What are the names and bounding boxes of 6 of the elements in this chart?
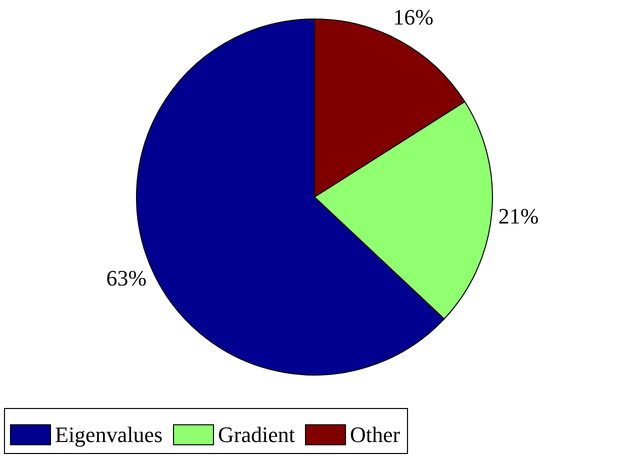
legend-label: Other <box>350 422 401 447</box>
data-label: 21% <box>498 203 539 228</box>
legend-label: Gradient <box>218 422 295 447</box>
legend-label: Eigenvalues <box>55 422 163 447</box>
data-label: 63% <box>106 265 147 290</box>
data-label: 16% <box>393 4 434 30</box>
